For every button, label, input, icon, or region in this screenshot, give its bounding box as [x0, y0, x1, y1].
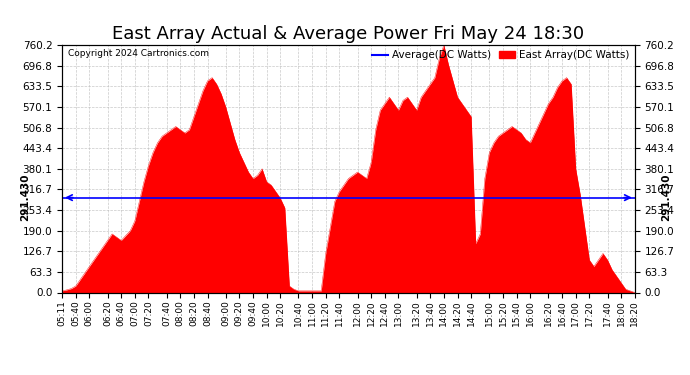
- Text: 291.430: 291.430: [661, 174, 671, 221]
- Text: 291.430: 291.430: [20, 174, 30, 221]
- Legend: Average(DC Watts), East Array(DC Watts): Average(DC Watts), East Array(DC Watts): [368, 46, 633, 64]
- Title: East Array Actual & Average Power Fri May 24 18:30: East Array Actual & Average Power Fri Ma…: [112, 26, 584, 44]
- Text: Copyright 2024 Cartronics.com: Copyright 2024 Cartronics.com: [68, 49, 209, 58]
